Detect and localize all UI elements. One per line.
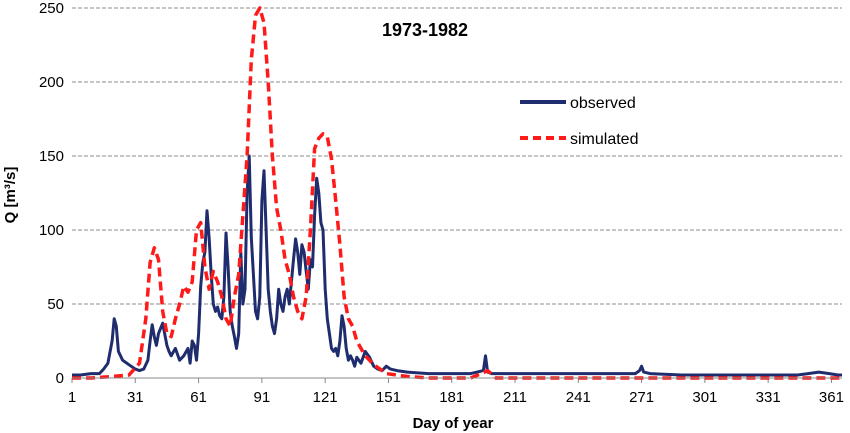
series-line-observed — [72, 154, 842, 377]
y-tick-label: 50 — [47, 296, 64, 313]
gridlines — [72, 7, 842, 305]
x-tick-label: 181 — [439, 389, 464, 406]
y-tick-labels: 0 50 100 150 200 250 — [39, 0, 64, 387]
series-line-simulated — [72, 6, 842, 380]
x-tick-label: 361 — [819, 389, 844, 406]
y-tick-label: 250 — [39, 0, 64, 17]
y-tick-label: 150 — [39, 148, 64, 165]
x-tick-label: 211 — [503, 389, 527, 406]
x-tick-label: 301 — [692, 389, 717, 406]
y-tick-label: 200 — [39, 74, 64, 91]
x-tick-label: 271 — [629, 389, 654, 406]
legend-label-observed: observed — [570, 95, 636, 112]
x-tick-label: 241 — [566, 389, 591, 406]
legend-label-simulated: simulated — [570, 131, 638, 148]
x-tick-label: 151 — [376, 389, 401, 406]
legend: observed simulated — [520, 95, 638, 148]
x-tick-label: 121 — [313, 389, 338, 406]
x-tick-label: 61 — [190, 389, 207, 406]
x-tick-label: 31 — [127, 389, 144, 406]
x-tick-label: 331 — [756, 389, 781, 406]
y-tick-label: 0 — [56, 370, 64, 387]
y-tick-label: 100 — [39, 222, 64, 239]
x-axis-title: Day of year — [413, 415, 494, 432]
y-axis-title: Q [m³/s] — [2, 167, 19, 224]
x-tick-label: 1 — [68, 389, 76, 406]
series-lines — [72, 6, 842, 380]
x-tick-labels: 1 31 61 91 121 151 181 211 241 271 301 331 361 — [68, 378, 844, 406]
chart-title: 1973-1982 — [382, 20, 468, 40]
x-tick-label: 91 — [254, 389, 271, 406]
